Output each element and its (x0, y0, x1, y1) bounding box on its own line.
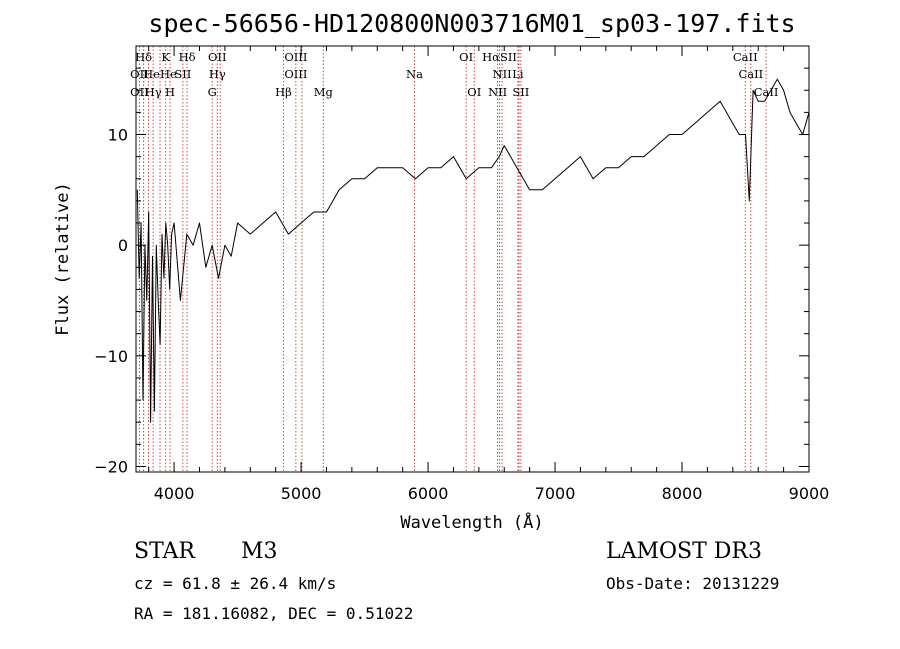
axis-ticks: 4000 5000 6000 7000 8000 9000 −20 −10 0 10 (94, 45, 830, 503)
object-subclass: M3 (241, 539, 278, 564)
spectral-line-label: OIII (284, 67, 307, 81)
y-axis-label: Flux (relative) (53, 182, 73, 336)
spectral-line-label: OII (130, 85, 149, 99)
spectral-line-label: HαSII (482, 50, 517, 64)
spectral-line-label: NII (488, 85, 507, 99)
spectral-line-label: OI (459, 50, 473, 64)
chart-title: spec-56656-HD120800N003716M01_sp03-197.f… (148, 9, 795, 38)
x-tick-label: 9000 (789, 484, 830, 503)
spectral-line-label: Hγ (145, 85, 162, 99)
spectral-line-markers (138, 46, 767, 472)
ra-dec-coordinates: RA = 181.16082, DEC = 0.51022 (134, 604, 414, 623)
y-tick-label: −20 (94, 457, 128, 476)
x-axis-label: Wavelength (Å) (400, 511, 543, 533)
x-tick-label: 4000 (154, 484, 195, 503)
y-tick-label: 0 (118, 236, 128, 255)
x-tick-label: 7000 (535, 484, 576, 503)
spectral-line-label: K (161, 50, 170, 64)
spectral-line-label: OI (467, 85, 481, 99)
x-tick-label: 6000 (408, 484, 449, 503)
object-type: STAR (134, 539, 195, 564)
x-tick-label: 5000 (281, 484, 322, 503)
observation-date: Obs-Date: 20131229 (606, 574, 780, 593)
plot-frame (135, 45, 810, 473)
spectral-line-label: CaII (738, 67, 763, 81)
spectrum-series (136, 78, 810, 423)
spectral-line-label: HeHe (143, 67, 177, 81)
y-tick-label: 10 (108, 126, 128, 145)
spectral-line-label: SII (512, 85, 529, 99)
x-tick-label: 8000 (662, 484, 703, 503)
spectral-line-label: Hβ (275, 85, 292, 99)
spectrum-line (136, 78, 810, 423)
spectral-line-label: H (165, 85, 175, 99)
redshift-cz: cz = 61.8 ± 26.4 km/s (134, 574, 337, 593)
spectral-line-label: CaII (754, 85, 779, 99)
spectral-line-label: Li (512, 67, 524, 81)
spectral-line-label: OII (208, 50, 227, 64)
spectral-line-label: Hδ (179, 50, 196, 64)
spectral-line-label: CaII (733, 50, 758, 64)
spectral-line-label: G (208, 85, 217, 99)
survey-name: LAMOST DR3 (606, 539, 762, 564)
y-tick-label: −10 (94, 347, 128, 366)
spectral-line-label: Na (406, 67, 423, 81)
spectral-line-label: OIII (284, 50, 307, 64)
spectral-line-label: NII (493, 67, 512, 81)
spectral-line-label: Mg (314, 85, 334, 99)
spectral-line-label: Hδ (135, 50, 152, 64)
spectral-line-label: Hγ (209, 67, 226, 81)
spectral-line-label: SII (174, 67, 191, 81)
spectral-line-label: OII (130, 67, 149, 81)
